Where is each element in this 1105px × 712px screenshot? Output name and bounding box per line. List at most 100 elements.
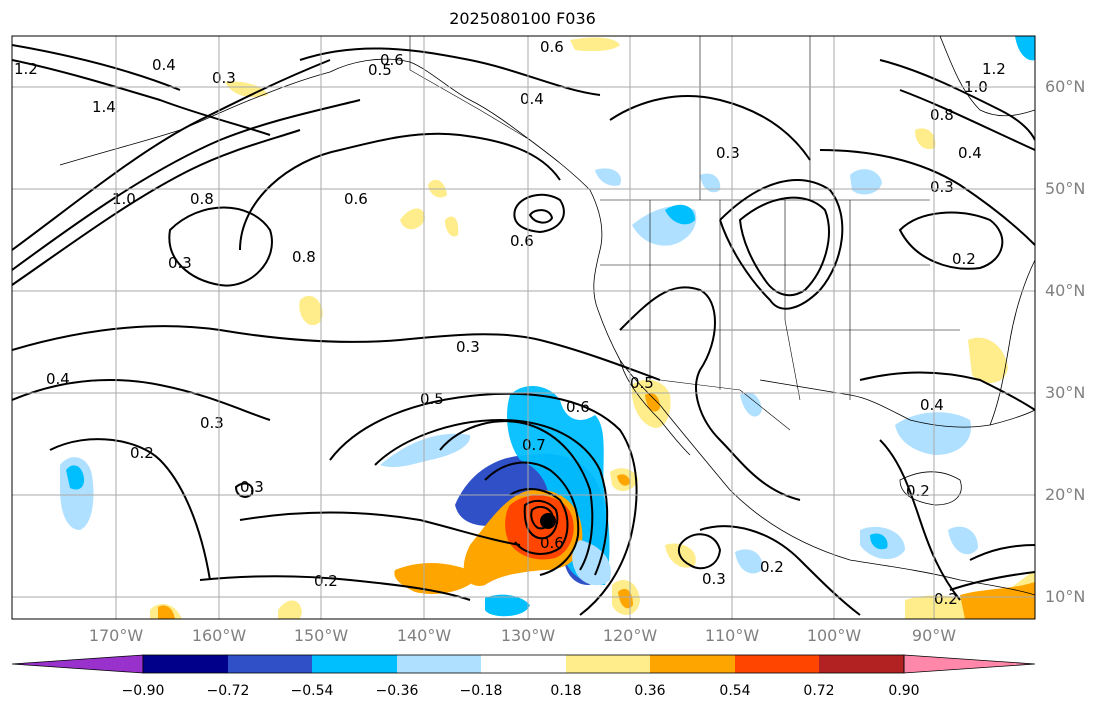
contour-jet-5: [12, 44, 181, 91]
border-layer: [409, 36, 960, 431]
yellow-blob-gulf-east: [968, 337, 1008, 384]
colorbar-over-arrow: [903, 654, 1036, 674]
yellow-blob-1: [299, 295, 323, 326]
blue-blob-ne: [1015, 36, 1035, 61]
colorbar-tick-label: −0.90: [121, 683, 165, 699]
lon-label-160w: 160°W: [191, 626, 247, 645]
colorbar-tick-label: −0.72: [206, 683, 250, 699]
contour-caribbean-02: [879, 439, 961, 601]
contour-label: 0.6: [540, 38, 564, 56]
coast-hudson: [939, 36, 1035, 117]
lon-label-100w: 100°W: [806, 626, 862, 645]
contour-se-01: [859, 371, 1035, 411]
contour-cyclone-5: [509, 488, 569, 555]
contour-label: 0.7: [522, 436, 546, 454]
blue-blob-caribbean: [948, 526, 978, 555]
contour-label: 0.3: [930, 178, 954, 196]
lon-label-110w: 110°W: [704, 626, 760, 645]
contour-label: 0.5: [420, 390, 444, 408]
contour-cyclone-3: [439, 420, 594, 571]
lon-label-170w: 170°W: [88, 626, 144, 645]
colorbar-tick-label: 0.72: [803, 683, 835, 699]
yellow-blob-north: [570, 37, 620, 52]
coast-pacific-nw: [593, 249, 661, 406]
contour-label: 0.5: [368, 61, 392, 79]
blue-blob-west-core: [66, 465, 85, 490]
contour-label: 0.5: [630, 374, 654, 392]
colorbar-swatch: [819, 655, 904, 673]
us-mexico-border: [659, 379, 791, 431]
blue-blob-central-am-core: [870, 533, 888, 550]
orange-blob-baja: [645, 393, 660, 412]
contour-label: 0.8: [930, 106, 954, 124]
lon-label-120w: 120°W: [602, 626, 658, 645]
lat-label-50n: 50°N: [1045, 179, 1086, 198]
colorbar-tick-label: −0.18: [459, 683, 503, 699]
contour-label: 0.6: [380, 51, 404, 69]
positive-shading-west-tail: [394, 563, 480, 595]
lon-label-90w: 90°W: [911, 626, 957, 645]
contour-label: 0.3: [240, 478, 264, 496]
contour-cyclone-outer: [329, 392, 638, 616]
colorbar-outline: [142, 654, 905, 674]
colorbar-tick-label: −0.36: [375, 683, 419, 699]
contour-jet-4: [12, 59, 271, 136]
contour-label: 0.3: [702, 570, 726, 588]
contour-label: 0.3: [456, 338, 480, 356]
contour-se-lower: [969, 544, 1035, 561]
orange-blob-5: [617, 474, 630, 486]
contour-label-layer: 1.2 0.4 0.3 0.6 0.5 1.4 1.0 0.8 0.6 0.3 …: [14, 38, 1006, 608]
contour-hudson-east: [879, 59, 1035, 141]
map-frame: [11, 35, 1036, 620]
colorbar-swatch: [143, 655, 228, 673]
blue-blob-bc: [595, 168, 621, 186]
contour-label: 1.2: [14, 60, 38, 78]
contour-label: 0.2: [130, 444, 154, 462]
contour-label: 0.6: [344, 190, 368, 208]
lat-label-60n: 60°N: [1045, 77, 1086, 96]
contour-label: 0.4: [46, 370, 70, 388]
orange-blob-se: [960, 582, 1035, 619]
state-line-3: [784, 200, 801, 401]
contour-ne-loop: [898, 211, 1004, 270]
contour-label: 0.3: [168, 254, 192, 272]
contour-label: 0.6: [566, 398, 590, 416]
lon-label-140w: 140°W: [396, 626, 452, 645]
colorbar-under-arrow: [11, 654, 144, 674]
contour-label: 0.2: [934, 590, 958, 608]
colorbar-swatch: [228, 655, 312, 673]
lat-label-40n: 40°N: [1045, 281, 1086, 300]
coast-baja: [619, 359, 691, 456]
contour-label: 0.3: [212, 69, 236, 87]
contour-jet-1: [12, 59, 331, 251]
contour-jet-2: [12, 99, 361, 271]
yellow-blob-2: [400, 208, 425, 230]
lon-label-150w: 150°W: [293, 626, 349, 645]
blue-blob-texas: [740, 392, 762, 417]
blue-blob-montana: [700, 173, 721, 193]
contour-label: 0.8: [190, 190, 214, 208]
contour-02-lower: [199, 575, 471, 601]
colorbar-swatch: [481, 655, 566, 673]
cyclone-center-marker: [540, 513, 556, 529]
colorbar-swatch: [397, 655, 481, 673]
contour-label: 0.4: [958, 144, 982, 162]
contour-label: 0.6: [510, 232, 534, 250]
yellow-blob-9: [278, 600, 302, 619]
contour-great-plains-2: [738, 196, 830, 297]
contour-se-lower-2: [949, 571, 1035, 591]
contour-great-plains: [719, 179, 844, 310]
contour-sw-small-1: [234, 482, 254, 498]
colorbar-tick-label: 0.18: [550, 683, 582, 699]
orange-blob-8: [158, 605, 175, 619]
coast-east: [989, 259, 1035, 426]
contour-closed-gulf-ak: [513, 193, 565, 234]
contour-pacific-04: [12, 379, 271, 421]
yellow-blob-ne: [915, 128, 936, 150]
alaska-canada-border: [409, 36, 531, 141]
contour-closed-small: [528, 209, 554, 224]
lat-label-30n: 30°N: [1045, 383, 1086, 402]
contour-06-north: [299, 47, 601, 96]
contour-lower-03: [12, 325, 661, 381]
